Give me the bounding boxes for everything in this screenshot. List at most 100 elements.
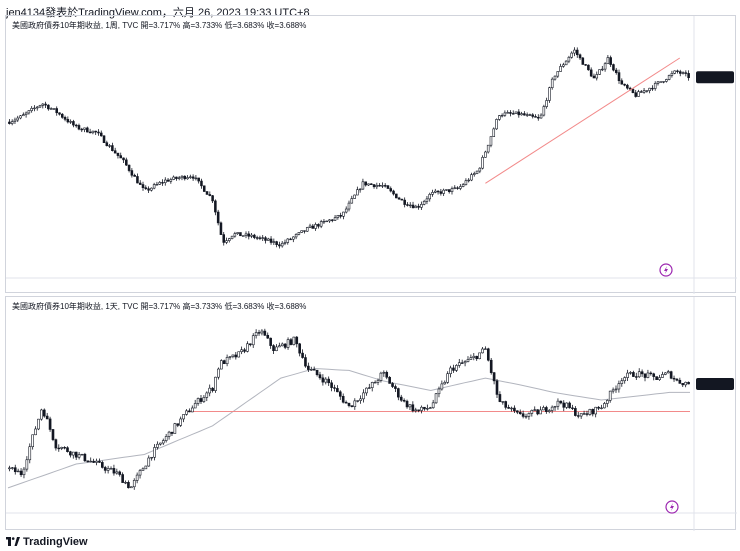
candle-body [311, 225, 315, 229]
candle-body [612, 64, 615, 71]
candle-body [447, 189, 451, 193]
candle-body [670, 73, 674, 76]
candle-body [54, 439, 58, 449]
candle-body [539, 114, 543, 119]
candle-body [584, 64, 587, 66]
candle-body [386, 185, 390, 189]
candle-body [49, 108, 53, 110]
candle-body [280, 242, 284, 247]
candle-body [217, 368, 220, 378]
candle-body [155, 183, 159, 186]
candle-body [376, 380, 380, 383]
candle-body [597, 406, 600, 409]
candle-body [98, 460, 101, 463]
candle-body [25, 459, 29, 470]
candle-body [133, 174, 136, 177]
candle-body [426, 408, 429, 410]
candle-body [503, 112, 507, 116]
candle-body [205, 191, 209, 195]
candle-body [249, 343, 252, 346]
candle-body [571, 407, 574, 409]
candle-body [646, 372, 650, 378]
candle-body [417, 409, 420, 411]
candle-body [414, 205, 418, 209]
candle-body [589, 69, 593, 77]
candle-body [34, 428, 37, 436]
candle-body [609, 57, 612, 65]
candle-body [518, 411, 522, 415]
candle-body [391, 383, 394, 387]
candle-body [608, 390, 612, 401]
candle-body [672, 377, 676, 380]
candle-body [669, 371, 673, 379]
candle-body [548, 87, 551, 101]
daily-chart-svg[interactable] [6, 297, 737, 531]
candle-body [573, 49, 576, 54]
candle-body [115, 471, 119, 474]
candle-body [687, 381, 690, 385]
candle-body [158, 182, 161, 185]
candle-body [63, 117, 67, 120]
candle-body [202, 397, 206, 402]
footer-brand[interactable]: TradingView [6, 536, 88, 548]
candle-body [289, 238, 292, 241]
candle-body [321, 377, 325, 383]
candle-body [614, 388, 618, 391]
candle-body [147, 188, 150, 191]
candle-body [118, 471, 122, 475]
candle-body [356, 189, 359, 196]
candle-body [379, 372, 383, 381]
candle-body [280, 343, 284, 347]
candle-body [86, 460, 90, 463]
candle-body [581, 57, 585, 65]
lightning-icon [665, 500, 679, 514]
candle-body [177, 177, 181, 179]
candle-body [341, 396, 345, 403]
weekly-chart-svg[interactable] [6, 16, 737, 294]
candle-body [257, 332, 261, 334]
candle-body [486, 348, 490, 361]
candle-body [428, 194, 432, 200]
candle-body [106, 468, 110, 471]
candle-body [651, 87, 654, 90]
daily-chart-panel[interactable]: 美國政府債券10年期收益, 1天, TVC 開=3.717% 高=3.733% … [5, 296, 737, 531]
candle-body [361, 181, 365, 190]
candle-body [272, 241, 276, 243]
candle-body [342, 211, 345, 217]
candle-body [66, 119, 70, 123]
candle-body [591, 409, 595, 415]
candle-body [446, 373, 449, 383]
candle-body [673, 70, 676, 74]
weekly-chart-panel[interactable]: 美國政府債券10年期收益, 1周, TVC 開=3.717% 高=3.733% … [5, 15, 737, 294]
candle-body [152, 184, 156, 189]
candle-body [574, 408, 577, 416]
candle-body [556, 71, 560, 77]
candle-body [456, 187, 459, 189]
candle-body [60, 447, 64, 449]
candle-body [105, 142, 109, 147]
candle-body [38, 105, 42, 108]
candle-body [489, 136, 493, 146]
candle-body [469, 357, 473, 360]
candle-body [629, 372, 632, 374]
candle-body [405, 400, 409, 408]
candle-body [637, 91, 640, 97]
candle-body [486, 144, 490, 153]
candle-body [164, 179, 167, 184]
candle-body [260, 330, 264, 334]
candle-body [550, 406, 554, 411]
candle-body [124, 482, 127, 484]
candle-body [513, 407, 516, 412]
candle-body [568, 402, 571, 409]
candle-body [243, 349, 246, 352]
candle-body [318, 374, 322, 379]
candle-body [130, 486, 133, 489]
candle-body [665, 79, 668, 82]
candle-body [147, 457, 151, 467]
candle-body [30, 108, 33, 111]
candle-body [545, 407, 548, 412]
candle-body [40, 409, 43, 420]
candle-body [500, 114, 504, 117]
candle-body [382, 371, 386, 374]
trend-line [485, 57, 681, 184]
